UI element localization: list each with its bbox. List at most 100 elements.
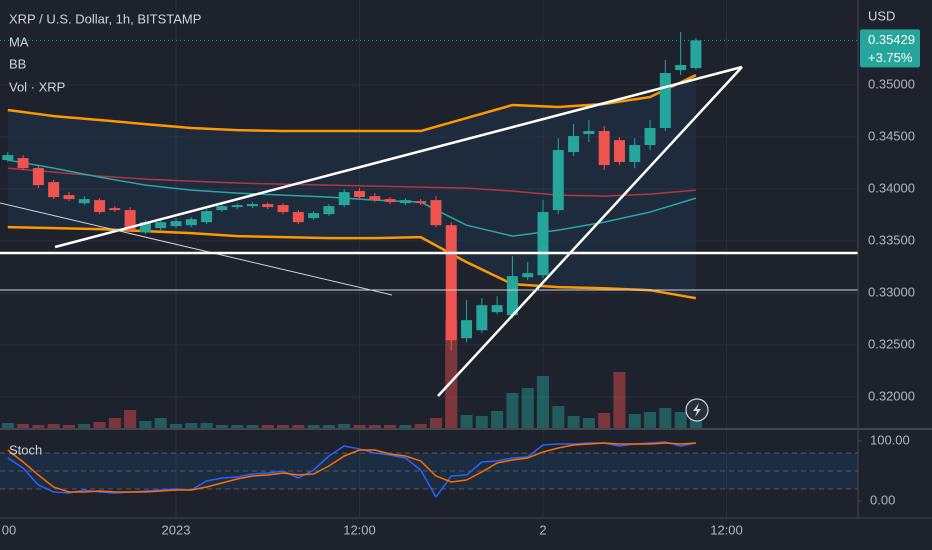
volume-bar xyxy=(567,416,580,428)
candle-body xyxy=(384,199,396,203)
volume-bar xyxy=(368,425,381,428)
candle-body xyxy=(94,200,106,213)
candle-body xyxy=(139,222,151,233)
candle-body xyxy=(308,213,320,219)
y-tick-label: 0.00 xyxy=(870,492,895,507)
candle-body xyxy=(629,145,641,163)
volume-bar xyxy=(445,320,458,428)
volume-bar xyxy=(47,424,60,428)
candle-body xyxy=(78,199,90,204)
volume-bar xyxy=(17,424,30,428)
stoch-line xyxy=(7,442,696,493)
candle-body xyxy=(323,206,335,215)
volume-bar xyxy=(536,376,549,428)
candle-body xyxy=(277,205,289,213)
volume-bar xyxy=(506,393,519,428)
candle-body xyxy=(583,131,595,135)
x-tick-label: 2 xyxy=(539,522,546,537)
volume-bar xyxy=(460,415,473,428)
candle-body xyxy=(32,168,44,186)
volume-bar xyxy=(307,425,320,428)
volume-bar xyxy=(170,424,183,428)
replay-icon[interactable] xyxy=(685,398,709,422)
bb-upper xyxy=(7,73,697,133)
volume-bar xyxy=(429,418,442,428)
y-tick-label: 0.34000 xyxy=(868,180,915,195)
candle-body xyxy=(246,204,258,207)
volume-bar xyxy=(154,418,167,428)
y-tick-label: 0.33500 xyxy=(868,232,915,247)
candle-body xyxy=(216,206,228,211)
volume-bar xyxy=(93,422,106,428)
candle-body xyxy=(170,221,182,227)
candle-body xyxy=(292,212,304,223)
trend-line xyxy=(437,66,743,397)
bb-basis xyxy=(7,159,697,237)
volume-bar xyxy=(62,425,75,428)
volume-bar xyxy=(231,425,244,428)
volume-bar xyxy=(32,425,45,428)
volume-bar xyxy=(582,418,595,428)
candle-body xyxy=(63,195,75,200)
volume-bar xyxy=(124,410,137,428)
candle-body xyxy=(109,208,121,211)
y-tick-label: 100.00 xyxy=(870,432,910,447)
candle-body xyxy=(231,205,243,208)
candle-body xyxy=(675,65,687,70)
candle-body xyxy=(124,210,136,231)
candle-body xyxy=(552,150,564,211)
volume-bar xyxy=(200,423,213,428)
currency-label: USD xyxy=(868,8,895,23)
volume-bar xyxy=(414,424,427,428)
volume-bar xyxy=(674,412,687,428)
volume-bar xyxy=(215,425,228,428)
volume-bar xyxy=(475,416,488,428)
candle-body xyxy=(445,225,457,341)
candle-body xyxy=(201,211,213,223)
stoch-pane xyxy=(0,441,858,498)
volume-bar xyxy=(689,419,702,428)
candle-body xyxy=(369,196,381,201)
axes: 0.35000 0.34500 0.34000 0.33500 0.33000 0.325… xyxy=(2,29,920,537)
candle-body xyxy=(48,182,60,198)
candle-body xyxy=(644,128,656,146)
candle-body xyxy=(430,200,442,226)
symbol-title: XRP / U.S. Dollar, 1h, BITSTAMP xyxy=(9,11,201,26)
volume-bar xyxy=(108,418,121,428)
grid xyxy=(0,0,858,518)
bb-fill xyxy=(7,75,696,299)
volume-bar xyxy=(322,425,335,428)
candle-body xyxy=(476,305,488,331)
last-price-label: 0.35429 xyxy=(868,32,915,47)
candle-body xyxy=(262,204,274,208)
volume-bar xyxy=(1,423,14,428)
volume-bar xyxy=(185,423,198,428)
volume-bar xyxy=(659,408,672,428)
candle-body xyxy=(613,140,625,163)
indicator-label: MA xyxy=(9,34,29,49)
candle-body xyxy=(399,200,411,204)
volume-bar xyxy=(491,411,504,428)
candle-body xyxy=(354,191,366,198)
candle-body xyxy=(568,136,580,153)
candle-body xyxy=(659,73,671,129)
indicator-label: Vol · XRP xyxy=(9,79,65,94)
volume-bar xyxy=(384,425,397,428)
candle-body xyxy=(338,192,350,206)
candle-body xyxy=(537,212,549,276)
volume-bar xyxy=(613,372,626,428)
candle-body xyxy=(461,320,473,339)
candle-body xyxy=(522,273,534,278)
candle-body xyxy=(690,40,702,69)
candle-body xyxy=(155,222,167,229)
y-tick-label: 0.32000 xyxy=(868,388,915,403)
volume-bar xyxy=(338,424,351,428)
candle-body xyxy=(598,131,610,166)
volume-bar xyxy=(246,425,259,428)
volume-bar xyxy=(277,425,290,428)
indicator-label: BB xyxy=(9,56,26,71)
x-tick-label: 00 xyxy=(2,522,16,537)
